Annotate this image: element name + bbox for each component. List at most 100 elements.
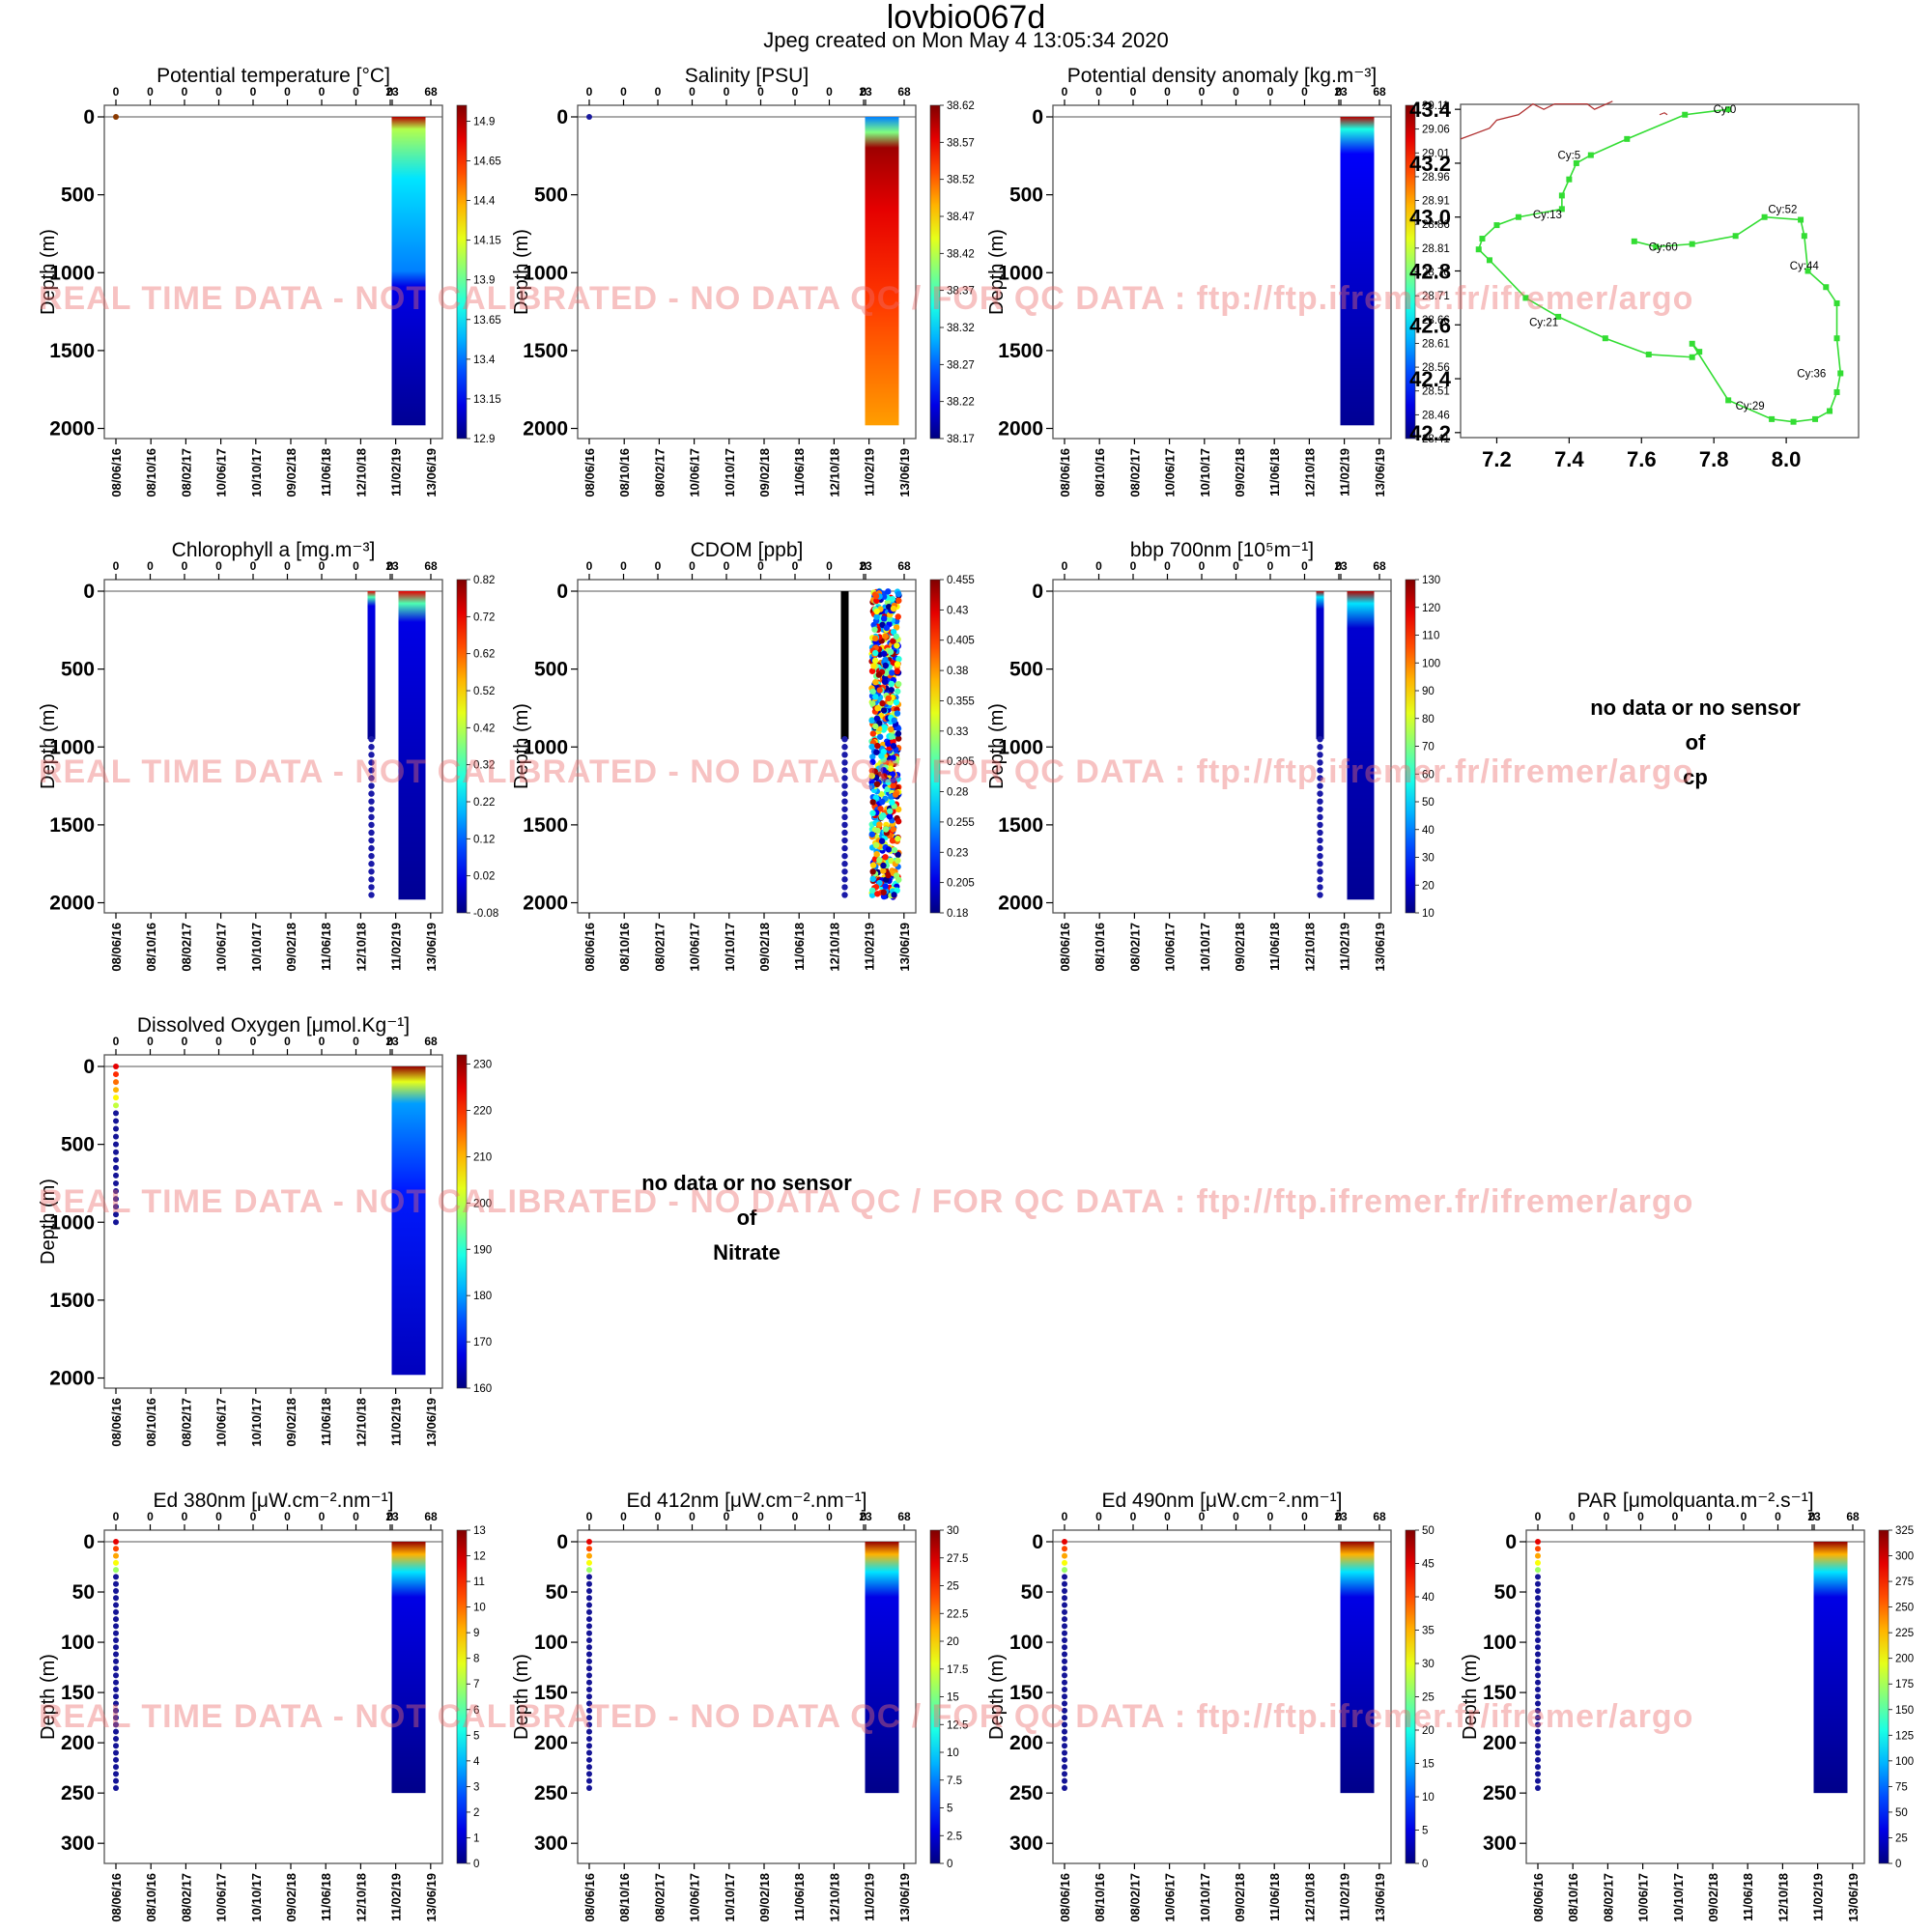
colorbar-tick-label: 28.51 bbox=[1422, 386, 1450, 398]
profile-block bbox=[391, 1066, 426, 1376]
profile-point bbox=[890, 777, 896, 783]
chart-title: Ed 412nm [μW.cm⁻².nm⁻¹] bbox=[627, 1490, 867, 1512]
cycle-tick-label: 0 bbox=[1164, 1510, 1171, 1523]
profile-point bbox=[368, 767, 375, 774]
profile-point bbox=[890, 605, 897, 612]
colorbar-tick-label: 8 bbox=[473, 1654, 479, 1665]
profile-point bbox=[874, 891, 881, 897]
colorbar-tick-label: 0.52 bbox=[473, 686, 495, 697]
date-tick-label: 10/10/17 bbox=[723, 448, 737, 497]
plot-frame bbox=[577, 104, 917, 440]
cycle-tick-label: 0 bbox=[826, 85, 833, 99]
colorbar-tick-label: 14.65 bbox=[473, 156, 501, 168]
colorbar-tick-label: -0.08 bbox=[473, 908, 498, 920]
profile-point bbox=[841, 752, 848, 758]
profile-point bbox=[113, 1133, 119, 1140]
profile-point bbox=[895, 806, 902, 813]
colorbar bbox=[1405, 1529, 1416, 1864]
profile-point bbox=[889, 838, 896, 844]
date-tick-label: 09/02/18 bbox=[757, 1873, 772, 1922]
coastline bbox=[1460, 100, 1613, 140]
colorbar-tick-label: 12.5 bbox=[947, 1719, 968, 1731]
profile-point bbox=[885, 603, 893, 611]
profile-point bbox=[113, 1211, 119, 1218]
profile-point bbox=[868, 887, 876, 894]
cycle-tick-label: 0 bbox=[724, 1510, 730, 1523]
date-tick-label: 11/06/18 bbox=[319, 1398, 333, 1446]
colorbar-tick-label: 0.38 bbox=[947, 666, 968, 677]
date-tick-label: 11/02/19 bbox=[863, 1873, 877, 1921]
profile-point bbox=[586, 1602, 592, 1608]
profile-point bbox=[586, 1616, 592, 1623]
colorbar-tick-label: 130 bbox=[1422, 575, 1440, 586]
profile-point bbox=[1535, 1707, 1541, 1714]
profile-point bbox=[113, 1559, 119, 1566]
depth-tick-label: 2000 bbox=[523, 893, 568, 915]
profile-point bbox=[1317, 759, 1323, 766]
depth-axis-label: Depth (m) bbox=[986, 229, 1008, 315]
profile-block bbox=[1340, 1542, 1375, 1794]
track-point bbox=[1602, 335, 1608, 342]
colorbar-tick-label: 29.11 bbox=[1422, 100, 1449, 112]
colorbar-tick-label: 125 bbox=[1895, 1730, 1914, 1742]
chart-title: Potential density anomaly [kg.m⁻³] bbox=[1067, 65, 1377, 87]
date-tick-label: 11/02/19 bbox=[1338, 1873, 1352, 1921]
profile-point bbox=[888, 680, 895, 688]
profile-point bbox=[894, 642, 900, 649]
profile-point bbox=[883, 624, 891, 632]
track-point bbox=[1558, 192, 1565, 199]
date-tick-label: 08/02/17 bbox=[179, 1398, 193, 1447]
profile-point bbox=[1062, 1651, 1067, 1658]
date-tick-label: 12/10/18 bbox=[827, 923, 841, 972]
cycle-tick-label: 0 bbox=[1775, 1510, 1781, 1523]
profile-point bbox=[1062, 1644, 1067, 1651]
profile-column bbox=[367, 591, 376, 740]
colorbar-tick-label: 45 bbox=[1422, 1559, 1435, 1571]
depth-tick-label: 100 bbox=[1009, 1632, 1043, 1654]
profile-point bbox=[586, 1587, 592, 1594]
profile-point bbox=[113, 1587, 119, 1594]
date-tick-label: 08/06/16 bbox=[1058, 923, 1072, 972]
colorbar-tick-label: 28.61 bbox=[1422, 338, 1450, 350]
cycle-tick-label: 68 bbox=[1846, 1510, 1860, 1523]
date-tick-label: 11/02/19 bbox=[1338, 923, 1352, 971]
date-tick-label: 10/06/17 bbox=[1163, 1873, 1178, 1922]
date-tick-label: 12/10/18 bbox=[1302, 448, 1317, 497]
chart-title: Ed 490nm [μW.cm⁻².nm⁻¹] bbox=[1102, 1490, 1343, 1512]
profile-block bbox=[1347, 591, 1375, 900]
date-tick-label: 08/06/16 bbox=[582, 923, 597, 972]
depth-tick-label: 0 bbox=[83, 1531, 95, 1553]
depth-tick-label: 250 bbox=[1009, 1782, 1043, 1804]
lon-tick-label: 7.6 bbox=[1627, 447, 1657, 471]
cycle-tick-label: 23 bbox=[385, 1510, 399, 1523]
profile-point bbox=[868, 773, 875, 780]
date-tick-label: 08/10/16 bbox=[1093, 923, 1107, 972]
colorbar-tick-label: 10 bbox=[1422, 1792, 1435, 1804]
date-tick-label: 12/10/18 bbox=[354, 1398, 368, 1447]
track-point bbox=[1823, 284, 1830, 291]
track-point bbox=[1555, 313, 1562, 320]
cycle-label: Cy:13 bbox=[1533, 210, 1562, 221]
profile-point bbox=[841, 744, 848, 751]
date-tick-label: 13/06/19 bbox=[897, 923, 912, 972]
profile-point bbox=[880, 593, 888, 600]
cycle-tick-label: 0 bbox=[147, 85, 154, 99]
cycle-tick-label: 0 bbox=[586, 559, 593, 573]
no-data-line1: no data or no sensor bbox=[1590, 696, 1801, 720]
profile-point bbox=[113, 1707, 119, 1714]
depth-tick-label: 200 bbox=[1483, 1732, 1517, 1754]
depth-tick-label: 150 bbox=[534, 1682, 568, 1704]
profile-point bbox=[113, 1784, 119, 1791]
cycle-tick-label: 0 bbox=[655, 85, 662, 99]
depth-tick-label: 2000 bbox=[523, 418, 568, 440]
colorbar-tick-label: 3 bbox=[473, 1781, 479, 1793]
cycle-tick-label: 0 bbox=[319, 559, 326, 573]
cycle-tick-label: 0 bbox=[620, 85, 627, 99]
colorbar-tick-label: 14.4 bbox=[473, 196, 496, 208]
profile-point bbox=[841, 782, 848, 789]
profile-point bbox=[1535, 1616, 1541, 1623]
cycle-tick-label: 0 bbox=[387, 1035, 394, 1048]
cycle-tick-label: 0 bbox=[250, 1510, 257, 1523]
profile-point bbox=[586, 1735, 592, 1742]
date-tick-label: 09/02/18 bbox=[284, 923, 298, 972]
